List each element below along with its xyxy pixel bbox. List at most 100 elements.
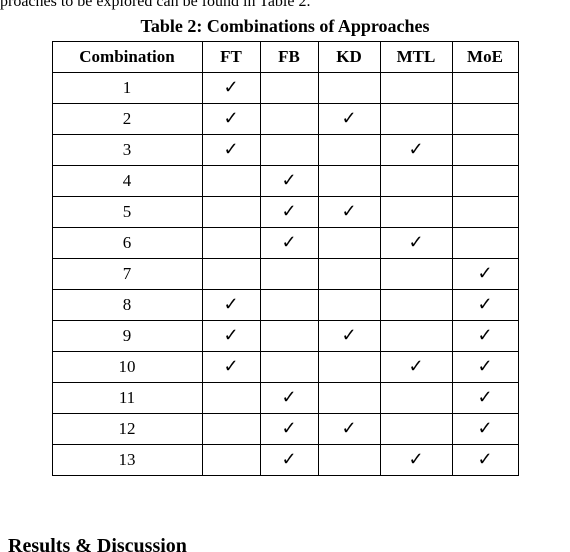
check-icon: ✓ <box>477 325 492 345</box>
cell-moe <box>452 166 518 197</box>
cell-moe: ✓ <box>452 352 518 383</box>
cell-combination-id: 13 <box>52 445 202 476</box>
cell-ft: ✓ <box>202 73 260 104</box>
table-header-row: CombinationFTFBKDMTLMoE <box>52 42 518 73</box>
cell-mtl <box>380 383 452 414</box>
check-icon: ✓ <box>281 170 296 190</box>
col-header-kd: KD <box>318 42 380 73</box>
cell-fb <box>260 321 318 352</box>
cell-moe <box>452 73 518 104</box>
table-row: 2 ✓ ✓ <box>52 104 518 135</box>
cell-fb: ✓ <box>260 228 318 259</box>
cell-combination-id: 6 <box>52 228 202 259</box>
cell-combination-id: 7 <box>52 259 202 290</box>
check-icon: ✓ <box>223 108 238 128</box>
cell-moe: ✓ <box>452 414 518 445</box>
check-icon: ✓ <box>408 139 423 159</box>
table-head: CombinationFTFBKDMTLMoE <box>52 42 518 73</box>
cell-ft: ✓ <box>202 290 260 321</box>
cell-fb <box>260 290 318 321</box>
cell-fb <box>260 135 318 166</box>
cell-ft <box>202 228 260 259</box>
cell-mtl: ✓ <box>380 228 452 259</box>
cell-moe: ✓ <box>452 321 518 352</box>
cell-moe <box>452 104 518 135</box>
cell-kd <box>318 259 380 290</box>
fragment-heading-bottom: Results & Discussion <box>8 535 187 552</box>
cell-combination-id: 12 <box>52 414 202 445</box>
cell-combination-id: 8 <box>52 290 202 321</box>
check-icon: ✓ <box>477 449 492 469</box>
cell-ft <box>202 259 260 290</box>
check-icon: ✓ <box>223 139 238 159</box>
cell-moe <box>452 197 518 228</box>
check-icon: ✓ <box>281 201 296 221</box>
cell-moe <box>452 135 518 166</box>
table-row: 12 ✓ ✓ ✓ <box>52 414 518 445</box>
check-icon: ✓ <box>408 356 423 376</box>
check-icon: ✓ <box>477 263 492 283</box>
cell-kd <box>318 445 380 476</box>
cell-fb <box>260 259 318 290</box>
cell-mtl <box>380 414 452 445</box>
check-icon: ✓ <box>341 108 356 128</box>
cell-kd <box>318 290 380 321</box>
cell-moe <box>452 228 518 259</box>
cell-kd <box>318 166 380 197</box>
cell-fb: ✓ <box>260 414 318 445</box>
table-caption: Table 2: Combinations of Approaches <box>0 16 570 37</box>
cell-mtl <box>380 166 452 197</box>
cell-ft: ✓ <box>202 104 260 135</box>
col-header-mtl: MTL <box>380 42 452 73</box>
table-row: 4✓ <box>52 166 518 197</box>
cell-fb <box>260 352 318 383</box>
cell-mtl <box>380 197 452 228</box>
cell-combination-id: 2 <box>52 104 202 135</box>
combinations-table: CombinationFTFBKDMTLMoE 1✓2✓✓3✓✓4✓5✓✓6✓✓… <box>52 41 519 476</box>
table-row: 3✓✓ <box>52 135 518 166</box>
check-icon: ✓ <box>477 387 492 407</box>
cell-mtl <box>380 104 452 135</box>
check-icon: ✓ <box>341 418 356 438</box>
check-icon: ✓ <box>477 294 492 314</box>
table-row: 5 ✓ ✓ <box>52 197 518 228</box>
table-row: 13 ✓ ✓ ✓ <box>52 445 518 476</box>
cell-ft <box>202 414 260 445</box>
table-row: 8✓✓ <box>52 290 518 321</box>
cell-fb: ✓ <box>260 197 318 228</box>
check-icon: ✓ <box>408 449 423 469</box>
cell-kd <box>318 73 380 104</box>
cell-combination-id: 4 <box>52 166 202 197</box>
cell-ft <box>202 166 260 197</box>
cell-kd: ✓ <box>318 414 380 445</box>
page-root: proaches to be explored can be found in … <box>0 0 570 552</box>
cell-combination-id: 5 <box>52 197 202 228</box>
cell-kd: ✓ <box>318 104 380 135</box>
table-row: 1✓ <box>52 73 518 104</box>
cell-moe: ✓ <box>452 445 518 476</box>
cell-fb <box>260 73 318 104</box>
cell-ft: ✓ <box>202 352 260 383</box>
cell-moe: ✓ <box>452 259 518 290</box>
cell-ft <box>202 383 260 414</box>
check-icon: ✓ <box>477 418 492 438</box>
col-header-combination: Combination <box>52 42 202 73</box>
table-row: 10✓✓✓ <box>52 352 518 383</box>
check-icon: ✓ <box>223 77 238 97</box>
check-icon: ✓ <box>341 201 356 221</box>
cell-ft <box>202 445 260 476</box>
cell-mtl <box>380 321 452 352</box>
cell-mtl: ✓ <box>380 445 452 476</box>
col-header-ft: FT <box>202 42 260 73</box>
check-icon: ✓ <box>281 387 296 407</box>
cell-combination-id: 11 <box>52 383 202 414</box>
cell-mtl <box>380 73 452 104</box>
cell-combination-id: 1 <box>52 73 202 104</box>
cell-fb: ✓ <box>260 445 318 476</box>
cell-moe: ✓ <box>452 290 518 321</box>
cell-mtl: ✓ <box>380 135 452 166</box>
table-row: 11 ✓ ✓ <box>52 383 518 414</box>
cell-kd <box>318 228 380 259</box>
check-icon: ✓ <box>408 232 423 252</box>
check-icon: ✓ <box>281 418 296 438</box>
